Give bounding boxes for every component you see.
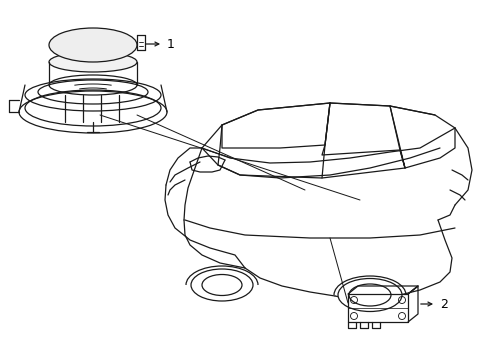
Ellipse shape <box>49 52 137 72</box>
Ellipse shape <box>191 269 252 301</box>
Text: 1: 1 <box>167 37 175 50</box>
Ellipse shape <box>49 28 137 62</box>
Ellipse shape <box>337 279 401 311</box>
Text: 2: 2 <box>439 297 447 310</box>
